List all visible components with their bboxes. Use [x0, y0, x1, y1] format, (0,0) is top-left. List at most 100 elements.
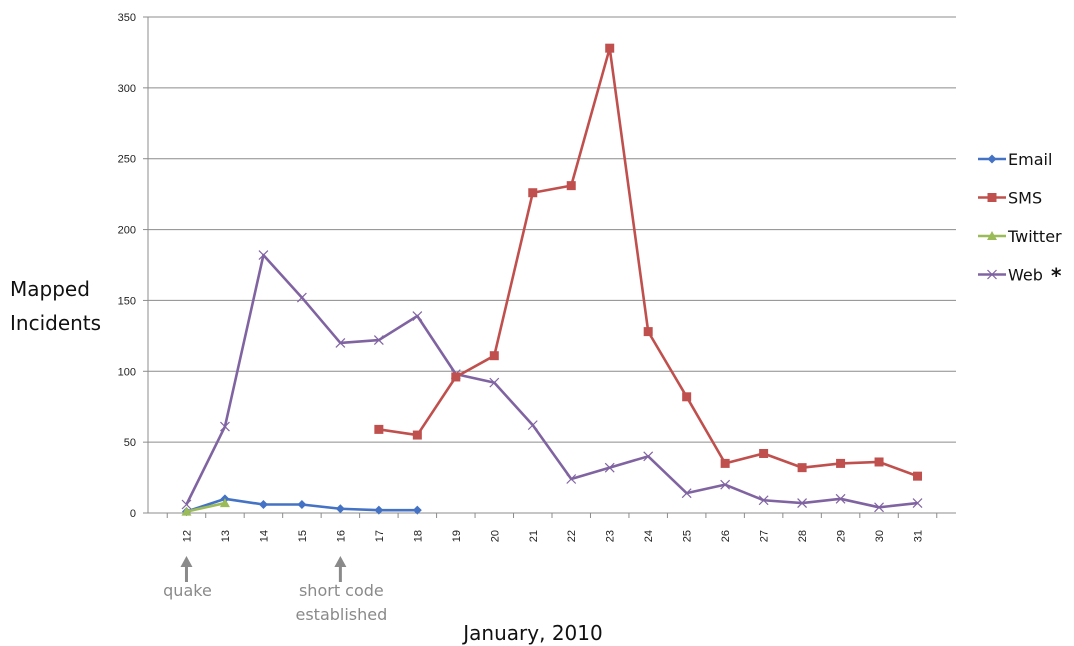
point-web-14	[258, 250, 269, 261]
x-tick-18: 18	[412, 530, 424, 542]
y-tick-0: 0	[130, 508, 136, 520]
x-tick-31: 31	[913, 530, 925, 542]
y-axis-label-line1: Mapped	[10, 277, 90, 301]
x-tick-13: 13	[220, 530, 232, 542]
axes	[143, 16, 956, 518]
point-sms-20	[489, 351, 499, 361]
annotation-text: quake	[163, 581, 212, 600]
point-sms-29	[836, 458, 846, 468]
y-tick-50: 50	[124, 437, 136, 449]
x-tick-30: 30	[874, 530, 886, 542]
point-web-30-stroke-b	[874, 502, 884, 513]
point-email-17	[374, 505, 384, 515]
point-web-22-stroke-b	[566, 474, 577, 484]
x-tick-25: 25	[682, 530, 694, 542]
legend-marker-twitter	[987, 231, 997, 240]
point-sms-19	[451, 372, 461, 382]
grid-lines	[148, 16, 956, 443]
point-sms-30	[874, 457, 884, 467]
point-web-20-stroke-b	[489, 377, 500, 388]
point-web-26	[720, 479, 731, 490]
legend-item-twitter: Twitter	[978, 227, 1062, 246]
y-tick-200: 200	[118, 225, 136, 237]
x-tick-15: 15	[297, 530, 309, 542]
legend-marker-web-stroke-b	[987, 269, 997, 280]
y-tick-150: 150	[118, 295, 136, 307]
point-web-22	[566, 474, 577, 484]
legend-item-web: Web *	[978, 264, 1062, 288]
point-email-18	[412, 505, 422, 515]
legend-marker-sms	[987, 193, 997, 202]
y-tick-350: 350	[118, 12, 136, 24]
series-group	[181, 43, 923, 517]
y-tick-100: 100	[118, 366, 136, 378]
point-web-31-stroke-b	[912, 498, 923, 509]
point-sms-17	[374, 424, 384, 434]
point-twitter-12	[181, 506, 192, 516]
point-sms-22	[566, 181, 576, 191]
point-web-23-stroke-b	[604, 462, 615, 473]
point-web-18-stroke-b	[412, 311, 423, 321]
x-tick-12: 12	[181, 530, 193, 542]
x-tick-19: 19	[451, 530, 463, 542]
point-sms-28	[797, 463, 807, 473]
point-web-24-stroke-b	[643, 451, 654, 462]
x-tick-22: 22	[566, 530, 578, 542]
legend-label-twitter: Twitter	[1007, 227, 1062, 246]
x-tick-24: 24	[643, 530, 655, 542]
point-web-12	[181, 499, 192, 510]
annotation-0: quake	[163, 556, 212, 600]
x-tick-23: 23	[605, 530, 617, 542]
series-line-web	[185, 253, 918, 509]
y-tick-labels: 0 50 100 150 200 250 300 350	[118, 12, 136, 520]
point-web-27	[758, 495, 769, 506]
legend-marker-email	[987, 154, 997, 164]
point-web-21	[527, 420, 538, 431]
point-sms-23	[605, 43, 615, 53]
legend-note-star: *	[1051, 264, 1062, 288]
annotation-text: short code	[299, 581, 384, 600]
point-web-29	[835, 493, 846, 504]
point-sms-18	[412, 430, 422, 440]
annotations: quake short code established	[163, 556, 387, 624]
legend-label-web: Web	[1008, 266, 1043, 285]
x-axis-label: January, 2010	[461, 621, 602, 645]
point-web-26-stroke-b	[720, 479, 731, 490]
x-tick-labels: 12 13 14 15 16 17 18 19 20 21 22 23 24 25 26 27 28 29 30 31	[181, 530, 924, 542]
legend-label-email: Email	[1008, 150, 1052, 169]
series-line-sms	[378, 46, 918, 478]
annotation-1: short code established	[295, 556, 387, 624]
x-tick-29: 29	[836, 530, 848, 542]
point-web-23	[604, 462, 615, 473]
point-web-16	[335, 338, 346, 348]
point-email-14	[258, 499, 268, 509]
point-web-31	[912, 498, 923, 509]
x-tick-27: 27	[759, 530, 771, 542]
point-web-28	[797, 498, 808, 509]
legend-item-sms: SMS	[978, 189, 1042, 208]
point-web-21-stroke-b	[527, 420, 538, 431]
point-web-17-stroke-b	[373, 335, 384, 346]
point-sms-24	[643, 327, 653, 337]
series-web	[181, 250, 923, 513]
point-web-24	[643, 451, 654, 462]
point-web-12-stroke-b	[181, 499, 192, 510]
point-sms-31	[913, 471, 923, 481]
series-sms	[374, 43, 923, 481]
point-web-25-stroke-b	[681, 488, 692, 499]
point-sms-25	[682, 392, 692, 402]
legend: Email SMS Twitter Web *	[978, 150, 1062, 288]
point-web-27-stroke-b	[758, 495, 769, 506]
series-line-twitter	[186, 501, 226, 513]
point-sms-26	[720, 458, 730, 468]
point-web-18	[412, 311, 423, 321]
y-tick-300: 300	[118, 83, 136, 95]
point-web-15	[296, 292, 307, 303]
point-web-30	[874, 502, 884, 513]
point-web-25	[681, 488, 692, 499]
legend-marker-web	[987, 269, 997, 280]
point-web-20	[489, 377, 500, 388]
x-tick-16: 16	[335, 530, 347, 542]
point-sms-27	[759, 448, 769, 458]
